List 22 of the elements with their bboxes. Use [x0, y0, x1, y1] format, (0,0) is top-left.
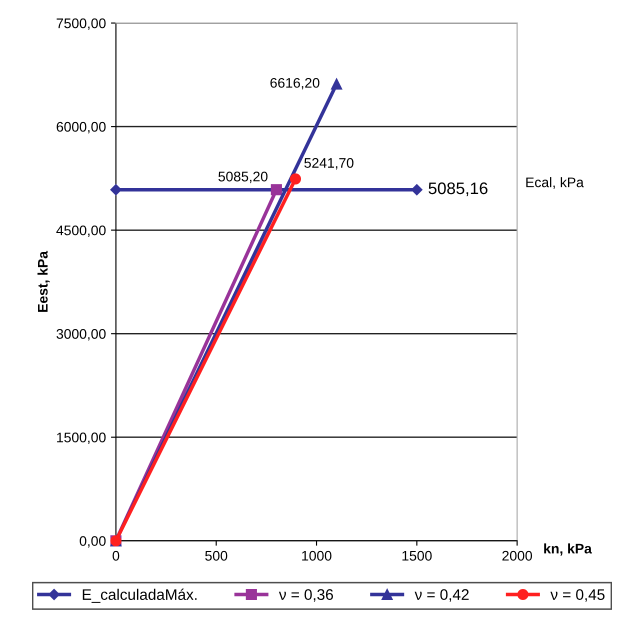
x-tick-label: 500	[205, 550, 228, 561]
legend-label: ν = 0,45	[550, 589, 605, 602]
annotation: 5085,20	[218, 172, 268, 184]
text: Ecal, kPa	[526, 177, 584, 189]
x-tick-label: 1500	[402, 550, 432, 561]
legend-label: E_calculadaMáx.	[82, 588, 197, 603]
annotation: 6616,20	[270, 78, 320, 90]
annotation: 5241,70	[304, 158, 354, 170]
annotation: 5085,16	[428, 182, 488, 196]
y-tick-label: 7500,00	[56, 18, 106, 30]
x-tick-label: 2000	[502, 550, 532, 561]
x-tick-label: 0	[112, 550, 120, 561]
y-tick-label: 4500,00	[56, 225, 106, 237]
y-tick-label: 6000,00	[56, 122, 106, 134]
x-tick-label: 1000	[302, 550, 332, 561]
x-axis-title: kn, kPa	[544, 543, 592, 556]
y-axis-title: Eest, kPa	[37, 250, 50, 312]
y-tick-label: 0,00	[80, 536, 106, 548]
y-tick-label: 3000,00	[56, 329, 106, 340]
legend-label: ν = 0,36	[278, 589, 334, 602]
legend-label: ν = 0,42	[414, 589, 469, 602]
y-tick-label: 1500,00	[57, 432, 106, 444]
